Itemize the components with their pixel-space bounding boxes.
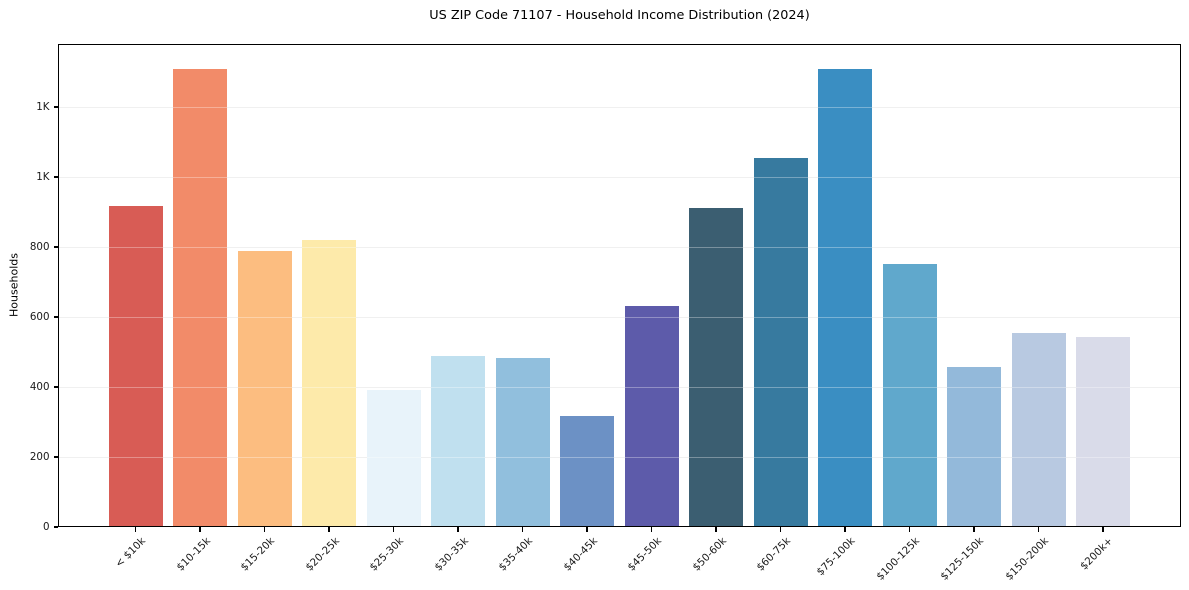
bar-< $10k: [108, 205, 163, 527]
bar-$200k+: [1076, 336, 1130, 527]
bar-$35-40k: [495, 358, 550, 527]
x-tick-mark: [199, 527, 201, 532]
y-tick-label: 800: [29, 241, 50, 253]
plot-area: < $10k $10-15k $15-20k $20-25k $25-30k $30-35…: [58, 44, 1181, 583]
gridline: [58, 106, 1181, 108]
bar-$100-125k: [882, 263, 937, 527]
x-tick-mark: [908, 527, 911, 532]
x-tick-label: $150-200k: [1003, 535, 1051, 583]
x-tick-mark: [263, 527, 266, 532]
y-tick-mark: [53, 386, 58, 388]
x-tick-label: $100-125k: [874, 535, 922, 583]
y-tick-label: 600: [29, 311, 50, 323]
bar-$150-200k: [1011, 333, 1066, 527]
x-tick-label: $10-15k: [173, 535, 213, 574]
x-tick-mark: [715, 527, 717, 532]
y-tick-mark: [53, 526, 58, 528]
bar-$40-45k: [560, 415, 614, 527]
x-tick-mark: [779, 527, 782, 532]
y-tick-label: 1K: [36, 101, 50, 113]
x-tick-label: $60-75k: [754, 535, 793, 574]
x-tick-mark: [521, 527, 524, 532]
gridline-overlay: [58, 176, 1181, 178]
gridline: [58, 176, 1181, 178]
x-tick-label: $25-30k: [367, 535, 406, 574]
x-tick-label: $200k+: [1078, 535, 1116, 573]
x-tick-mark: [134, 527, 137, 532]
gridline-overlay: [58, 246, 1181, 248]
x-tick-mark: [1037, 527, 1040, 532]
x-tick-label: $20-25k: [302, 535, 342, 574]
x-tick-label: < $10k: [112, 535, 148, 571]
bar-$25-30k: [366, 389, 421, 527]
x-tick-label: $40-45k: [560, 535, 600, 574]
y-tick-mark: [53, 176, 58, 178]
bar-$10-15k: [173, 68, 227, 527]
bar-$15-20k: [237, 250, 292, 527]
x-tick-label: $30-35k: [431, 535, 471, 574]
x-tick-mark: [328, 527, 330, 532]
gridline-overlay: [58, 456, 1181, 458]
gridline: [58, 456, 1181, 458]
x-tick-mark: [844, 527, 846, 532]
bar-$125-150k: [947, 367, 1001, 527]
gridline-overlay: [58, 386, 1181, 388]
y-tick-mark: [53, 456, 58, 458]
x-tick-mark: [650, 527, 653, 532]
x-tick-label: $45-50k: [625, 535, 664, 574]
y-tick-mark: [53, 246, 58, 248]
x-tick-label: $15-20k: [238, 535, 277, 574]
x-tick-label: $35-40k: [496, 535, 535, 574]
x-tick-label: $125-150k: [938, 535, 987, 583]
bar-$45-50k: [624, 305, 679, 527]
x-tick-mark: [1102, 527, 1104, 532]
x-tick-label: $75-100k: [814, 535, 858, 579]
y-tick-mark: [53, 316, 58, 318]
chart-title: US ZIP Code 71107 - Household Income Dis…: [429, 8, 810, 23]
x-tick-label: $50-60k: [689, 535, 729, 574]
gridline-overlay: [58, 106, 1181, 108]
y-tick-label: 1K: [36, 171, 50, 183]
gridline: [58, 316, 1181, 318]
gridline: [58, 246, 1181, 248]
gridline: [58, 386, 1181, 388]
x-tick-mark: [457, 527, 459, 532]
y-axis-label: Households: [7, 253, 21, 317]
x-tick-mark: [586, 527, 588, 532]
bar-$75-100k: [818, 68, 872, 527]
bar-$30-35k: [431, 355, 485, 527]
y-tick-label: 400: [29, 381, 50, 393]
y-tick-label: 0: [42, 521, 50, 533]
x-tick-mark: [392, 527, 395, 532]
y-tick-label: 200: [29, 451, 50, 463]
bar-$20-25k: [302, 240, 356, 527]
bar-$60-75k: [753, 157, 808, 527]
gridline-overlay: [58, 316, 1181, 318]
bar-$50-60k: [689, 208, 743, 527]
y-tick-mark: [53, 106, 58, 108]
x-tick-mark: [973, 527, 975, 532]
